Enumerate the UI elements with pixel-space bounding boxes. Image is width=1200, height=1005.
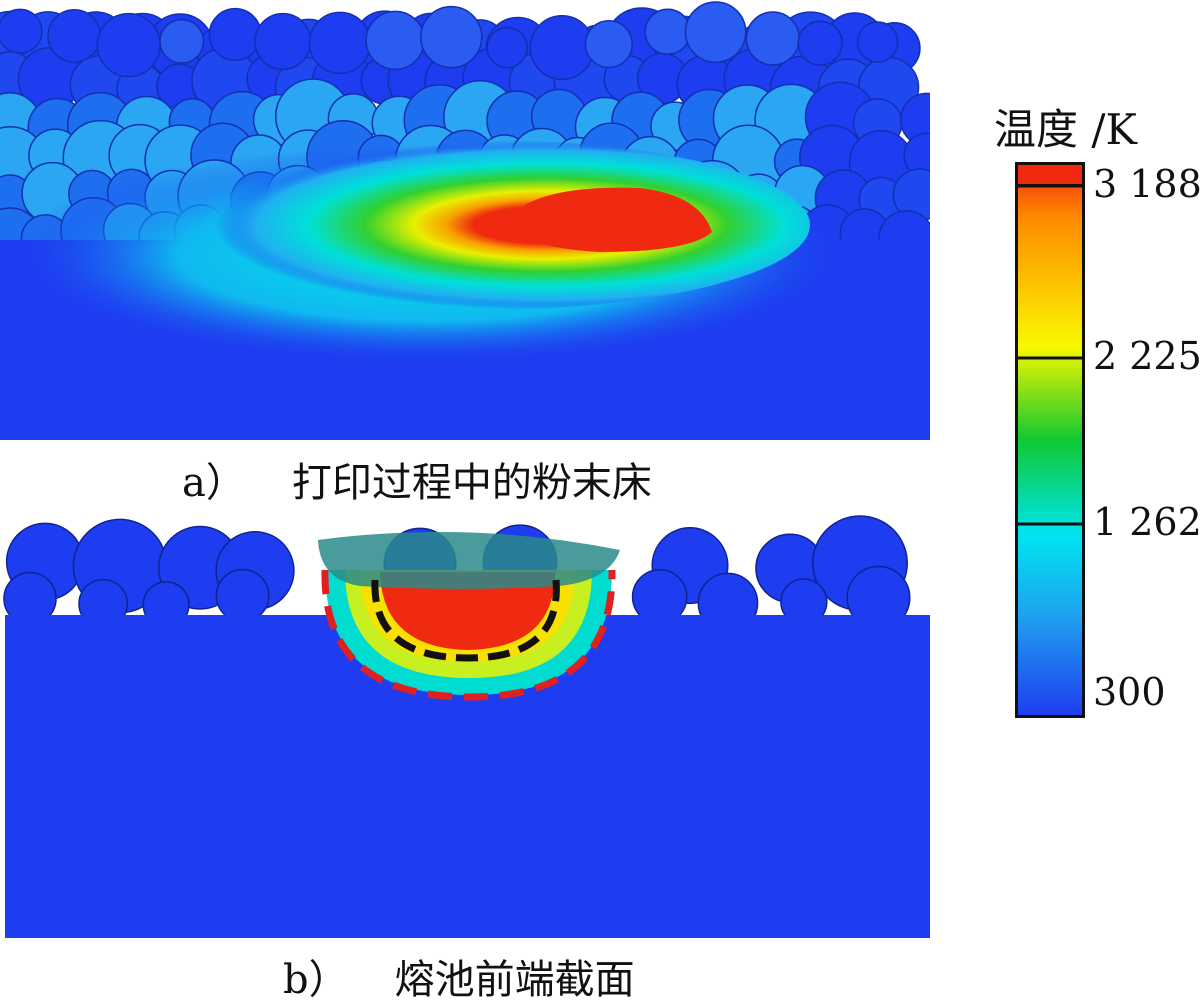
colorbar-tick-label: 1 262 <box>1093 500 1200 544</box>
powder-bed-temperature-field <box>0 0 930 440</box>
melt-region <box>380 572 555 650</box>
colorbar-tick-label: 2 225 <box>1093 334 1200 378</box>
powder-particle <box>0 8 43 54</box>
heat-affected-boundary <box>321 569 616 701</box>
legend-title: 温度 /K <box>994 105 1137 154</box>
heat-trail <box>150 140 810 310</box>
powder-particle <box>47 9 102 63</box>
powder-particles-surface <box>0 1 899 81</box>
laser-keyhole-surface <box>318 532 620 589</box>
powder-particle <box>308 11 372 75</box>
powder-particle <box>254 12 312 71</box>
powder-particle <box>486 26 528 69</box>
powder-particle <box>208 7 262 62</box>
powder-particle <box>684 1 747 64</box>
temperature-colorbar <box>1015 162 1085 718</box>
colorbar-tick-label: 300 <box>1093 670 1166 714</box>
powder-particle <box>215 568 270 623</box>
liquidus-boundary <box>371 579 560 662</box>
melt-pool <box>520 187 712 252</box>
caption-a-text: 打印过程中的粉末床 <box>291 460 652 506</box>
caption-a: a） 打印过程中的粉末床 <box>182 450 652 508</box>
powder-particle <box>96 12 161 78</box>
powder-particles <box>3 515 911 634</box>
caption-b-label: b） <box>283 957 349 1003</box>
powder-particle <box>644 8 692 56</box>
powder-particle <box>365 10 425 71</box>
powder-particle <box>159 18 205 64</box>
powder-particle <box>529 15 595 81</box>
powder-particle <box>420 5 483 69</box>
caption-b-text: 熔池前端截面 <box>394 957 635 1003</box>
powder-particle <box>797 20 843 66</box>
melt-pool-cross-section <box>0 500 935 938</box>
powder-particle <box>856 21 899 63</box>
powder-particle <box>745 11 801 66</box>
colorbar-tick-label: 3 188 <box>1093 162 1200 206</box>
caption-b: b） 熔池前端截面 <box>283 947 635 1005</box>
powder-particle <box>584 20 633 69</box>
caption-a-label: a） <box>182 460 246 506</box>
